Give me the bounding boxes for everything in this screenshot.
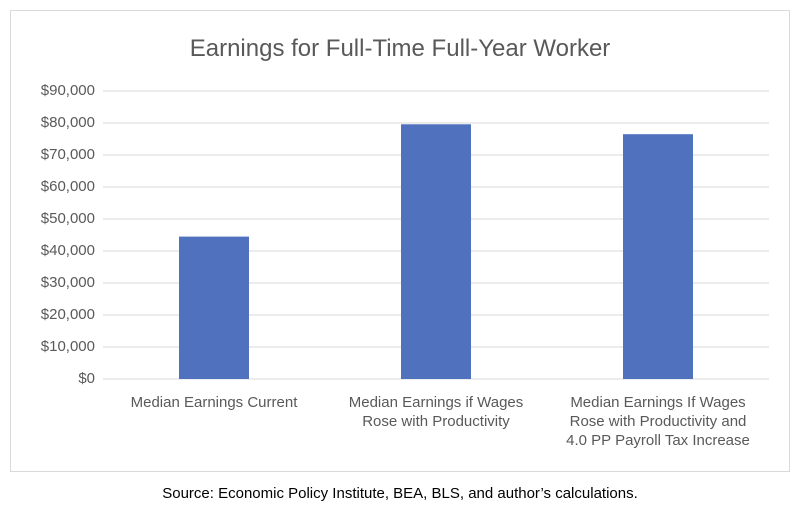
y-tick-label: $50,000 <box>40 210 95 227</box>
bar <box>401 124 471 379</box>
y-tick-label: $90,000 <box>40 82 95 99</box>
category-label-line: Rose with Productivity and <box>569 413 747 430</box>
category-label-line: 4.0 PP Payroll Tax Increase <box>566 432 750 449</box>
category-label-line: Median Earnings Current <box>130 394 298 411</box>
source-note: Source: Economic Policy Institute, BEA, … <box>162 485 638 502</box>
y-tick-label: $60,000 <box>40 178 95 195</box>
y-tick-label: $20,000 <box>40 306 95 323</box>
category-label-line: Median Earnings if Wages <box>348 394 524 411</box>
y-tick-label: $30,000 <box>40 274 95 291</box>
y-tick-label: $0 <box>78 370 95 387</box>
y-tick-label: $40,000 <box>40 242 95 259</box>
y-tick-label: $80,000 <box>40 114 95 131</box>
bar <box>623 134 693 379</box>
category-label: Median Earnings If Wages Rose with Produc… <box>553 393 763 450</box>
category-label-line: Rose with Productivity <box>362 413 510 430</box>
category-label-line: Median Earnings If Wages <box>570 394 746 411</box>
chart-plot-area <box>103 90 769 380</box>
y-tick-label: $70,000 <box>40 146 95 163</box>
category-label: Median Earnings Current <box>109 393 319 412</box>
y-tick-label: $10,000 <box>40 338 95 355</box>
chart-frame: Earnings for Full-Time Full-Year Worker … <box>10 10 790 472</box>
bar <box>179 236 249 379</box>
chart-title: Earnings for Full-Time Full-Year Worker <box>189 35 611 62</box>
category-label: Median Earnings if Wages Rose with Produc… <box>331 393 541 431</box>
